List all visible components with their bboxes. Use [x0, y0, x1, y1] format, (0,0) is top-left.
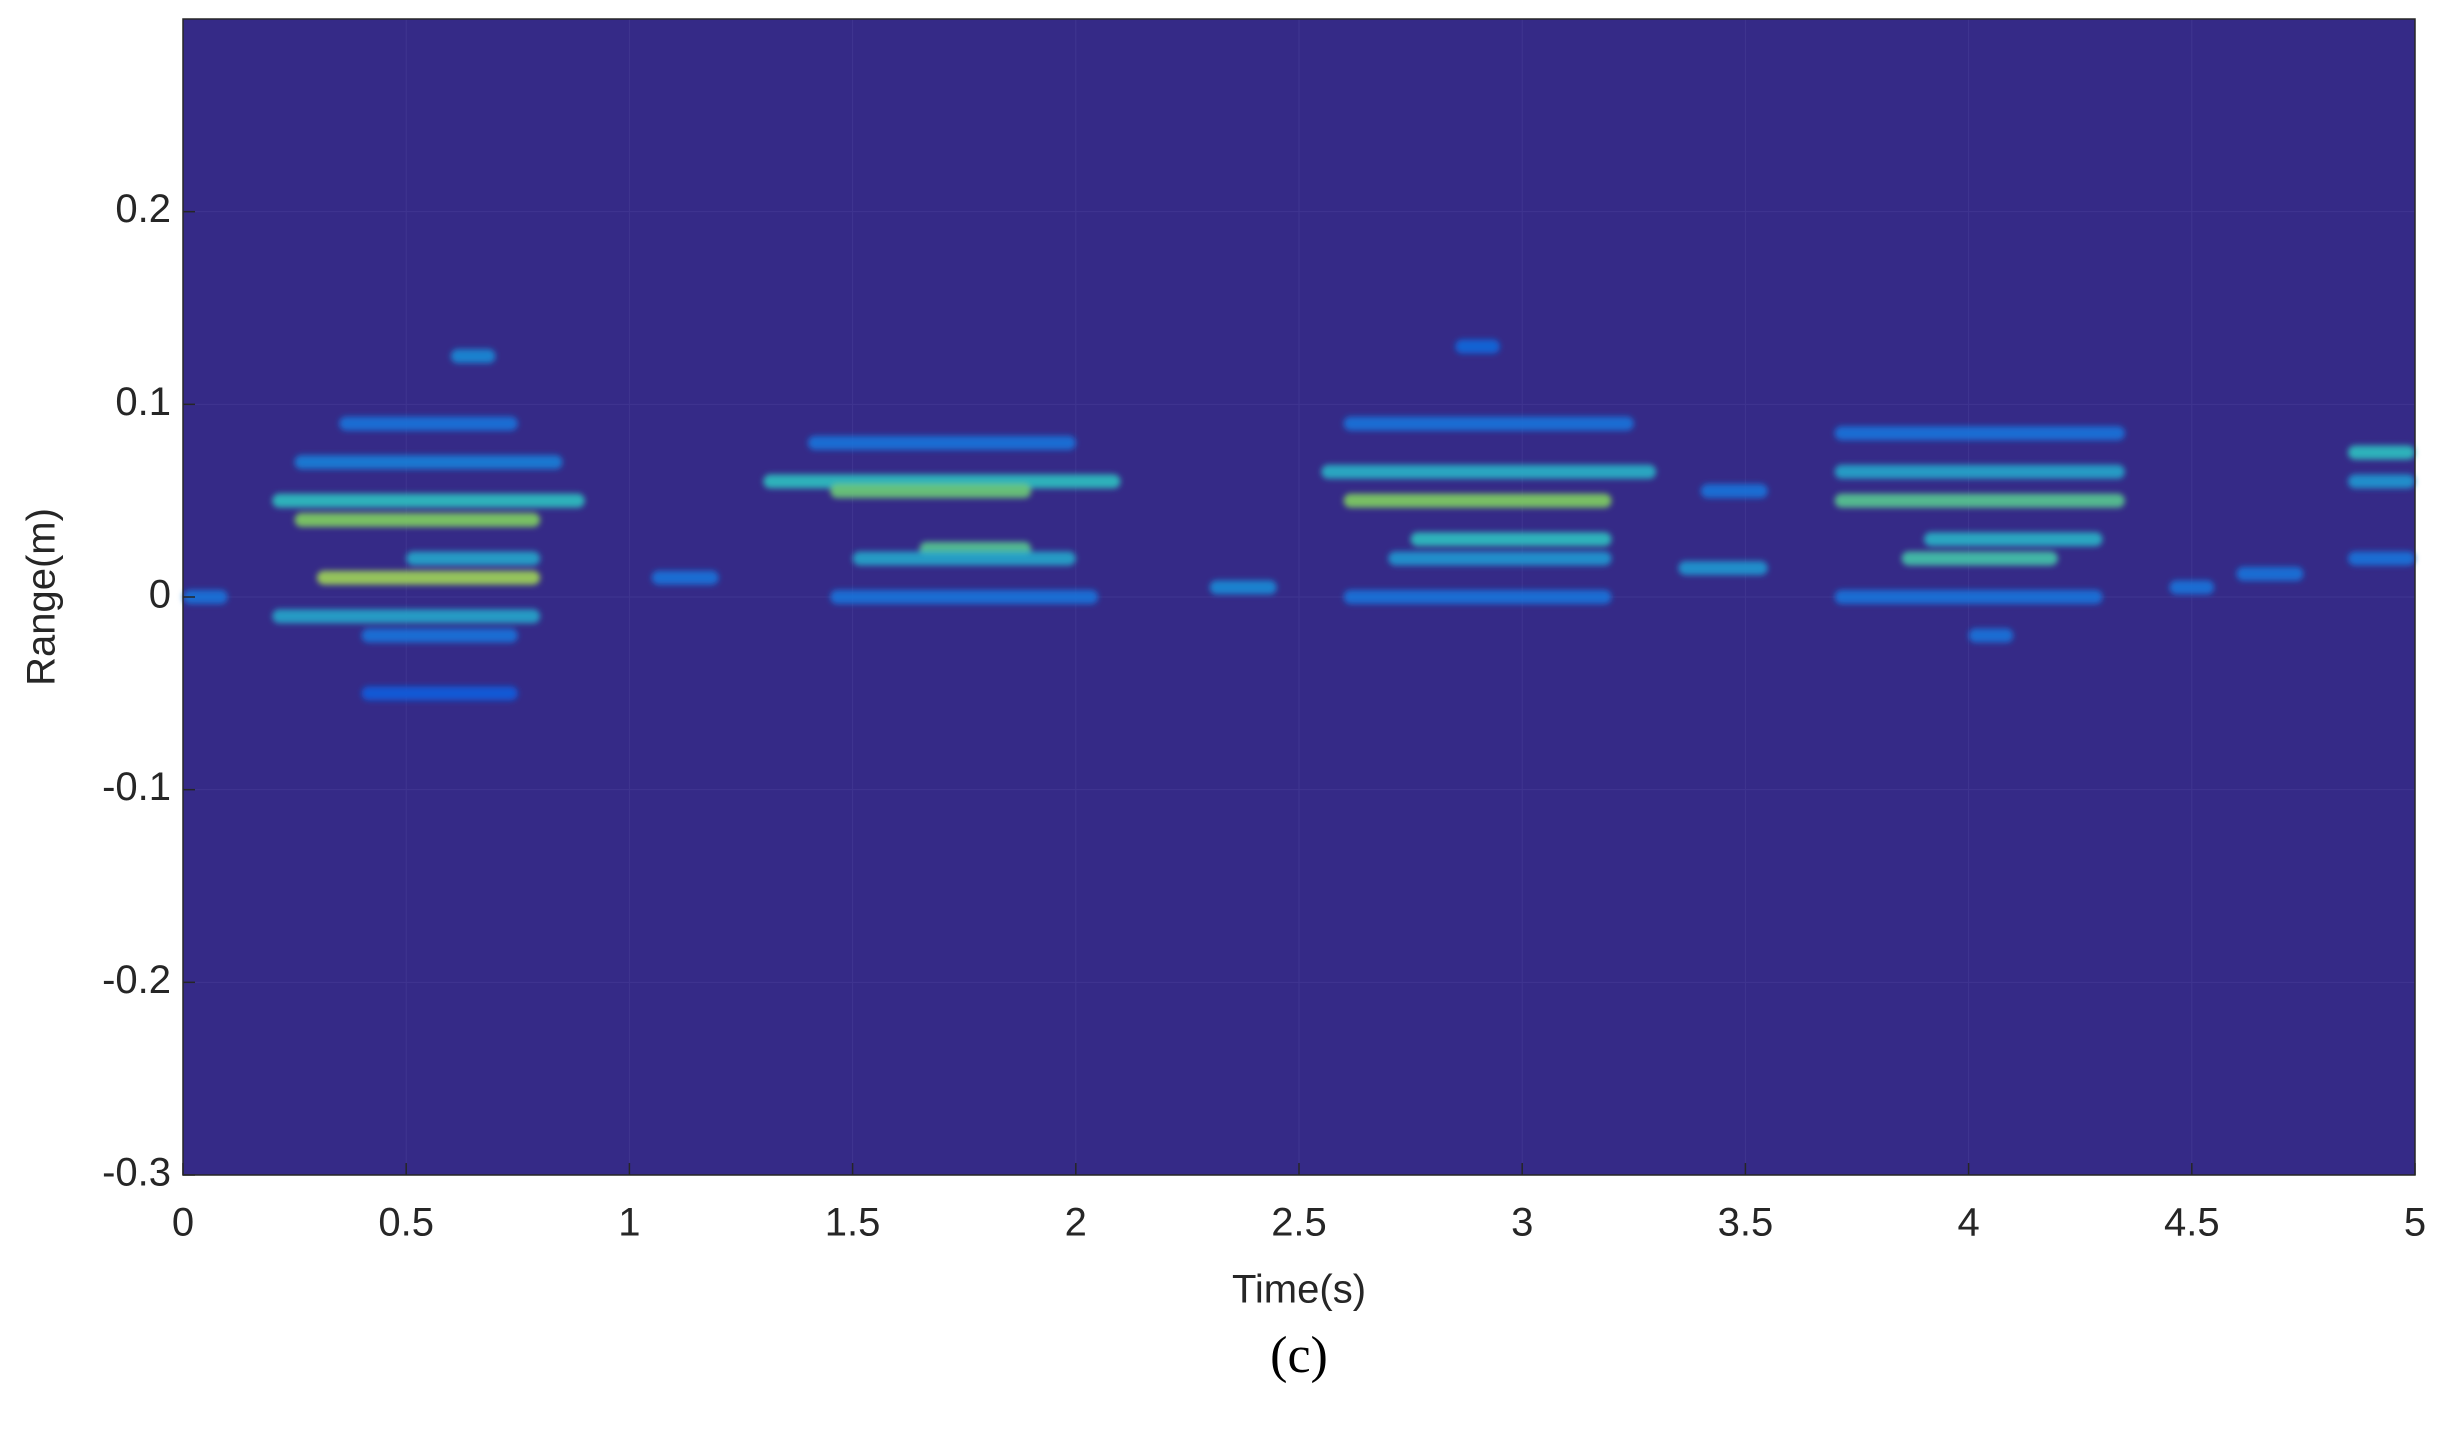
heatmap-cell	[852, 551, 1076, 566]
x-tick-label: 2	[1065, 1201, 1087, 1245]
heatmap-cell	[1410, 532, 1612, 547]
x-tick-label: 3	[1511, 1201, 1533, 1245]
heatmap-cell	[807, 435, 1076, 450]
heatmap-cell	[339, 416, 518, 431]
x-tick-label: 0	[172, 1201, 194, 1245]
y-tick-label: -0.2	[102, 958, 171, 1002]
heatmap-cell	[2348, 445, 2415, 460]
heatmap-cell	[830, 590, 1099, 604]
heatmap-cell	[1455, 339, 1500, 354]
heatmap-cell	[361, 686, 518, 701]
heatmap-cell	[2236, 566, 2304, 581]
y-tick-label: -0.1	[102, 765, 171, 809]
heatmap-cell	[361, 628, 518, 643]
heatmap-cell	[2348, 551, 2415, 566]
caption: (c)	[1270, 1327, 1328, 1384]
heatmap-cell	[651, 570, 719, 585]
y-tick-label: 0.2	[115, 187, 171, 231]
heatmap-cell	[2169, 580, 2215, 595]
x-axis-label: Time(s)	[1232, 1268, 1366, 1312]
heatmap-cells	[183, 339, 2415, 701]
x-tick-label: 0.5	[378, 1201, 434, 1245]
heatmap-cell	[272, 493, 585, 508]
heatmap-cell	[830, 484, 1032, 499]
x-tick-label: 1	[618, 1201, 640, 1245]
heatmap-cell	[2348, 474, 2415, 489]
heatmap-cell	[1343, 493, 1612, 508]
heatmap-cell	[450, 349, 496, 364]
heatmap-cell	[1834, 426, 2125, 441]
y-tick-label: 0.1	[115, 380, 171, 424]
y-tick-label: -0.3	[102, 1151, 171, 1195]
heatmap-cell	[1678, 561, 1768, 576]
heatmap-cell	[1968, 628, 2014, 643]
heatmap-cell	[1343, 590, 1612, 604]
x-tick-label: 4.5	[2164, 1201, 2220, 1245]
heatmap-cell	[1901, 551, 2058, 566]
x-tick-label: 3.5	[1718, 1201, 1774, 1245]
y-axis-label: Range(m)	[20, 508, 64, 686]
heatmap-cell	[1834, 464, 2125, 479]
x-tick-label: 4	[1957, 1201, 1979, 1245]
x-tick-label: 2.5	[1271, 1201, 1327, 1245]
x-tick-label: 5	[2404, 1201, 2426, 1245]
heatmap-cell	[1209, 580, 1277, 595]
heatmap-cell	[1834, 493, 2125, 508]
heatmap-cell	[1834, 590, 2103, 604]
heatmap-cell	[1321, 464, 1657, 479]
heatmap-cell	[1923, 532, 2103, 547]
x-tick-label: 1.5	[825, 1201, 881, 1245]
heatmap-cell	[1700, 484, 1768, 499]
heatmap-cell	[406, 551, 541, 566]
heatmap-cell	[183, 590, 228, 604]
heatmap-cell	[1343, 416, 1634, 431]
y-tick-label: 0	[149, 573, 171, 617]
heatmap-cell	[272, 609, 541, 624]
heatmap-cell	[316, 570, 541, 585]
heatmap-cell	[294, 455, 563, 470]
heatmap-cell	[1388, 551, 1612, 566]
heatmap-cell	[294, 512, 541, 527]
